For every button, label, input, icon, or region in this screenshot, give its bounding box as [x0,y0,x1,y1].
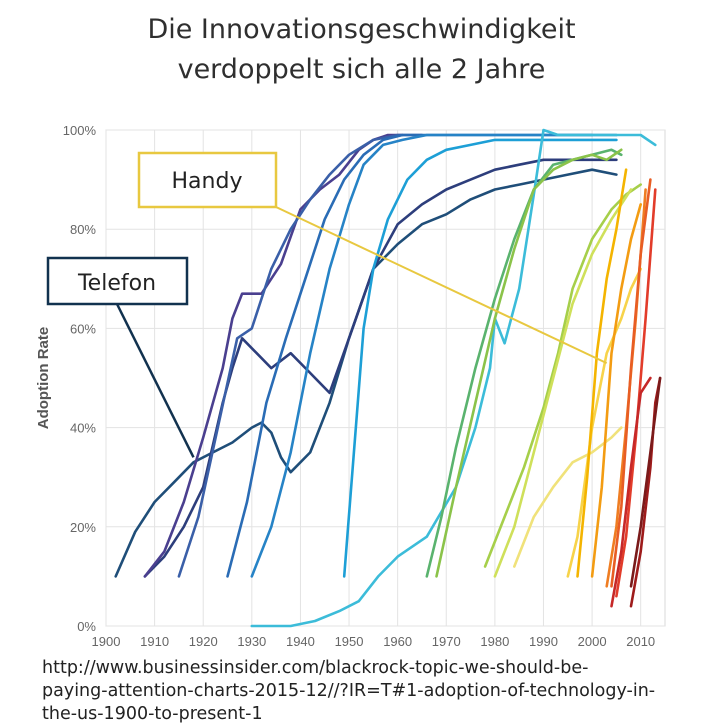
x-tick-label: 2000 [578,634,607,649]
series-line-4 [177,133,424,578]
series-line-22 [629,376,662,588]
handy-pointer-line [275,206,608,365]
series-line-16 [590,203,643,578]
series-line-2 [143,158,618,578]
y-tick-label: 60% [70,321,96,336]
source-url-line-1: http://www.businessinsider.com/blackrock… [42,658,589,678]
y-tick-label: 40% [70,421,96,436]
x-tick-label: 1920 [189,634,218,649]
x-tick-label: 1970 [432,634,461,649]
x-tick-label: 1950 [335,634,364,649]
x-tick-label: 1930 [237,634,266,649]
telefon-pointer-line [115,303,195,458]
series-line-9 [425,148,623,578]
source-url[interactable]: http://www.businessinsider.com/blackrock… [42,657,682,726]
chart-series [114,128,662,628]
chart-title: Die Innovationsgeschwindigkeit verdoppel… [0,10,723,90]
x-tick-label: 2010 [626,634,655,649]
handy-callout-box [137,151,278,209]
title-line-1: Die Innovationsgeschwindigkeit [147,14,576,45]
axis-ticks: 0% 20% 40% 60% 80% 100% 1900 1910 1920 1930 1940 19… [63,123,655,649]
series-line-18 [610,178,652,588]
source-url-line-2: paying-attention-charts-2015-12//?IR=T#1… [42,681,656,701]
x-tick-label: 1940 [286,634,315,649]
y-axis-label: Adoption Rate [35,327,52,430]
title-line-2: verdoppelt sich alle 2 Jahre [177,54,546,85]
series-line-10 [435,148,623,578]
series-line-20 [610,376,652,608]
x-tick-label: 1900 [92,634,121,649]
telefon-callout-label: Telefon [77,271,156,296]
y-tick-label: 20% [70,520,96,535]
series-line-14 [566,267,643,578]
x-tick-label: 1910 [140,634,169,649]
x-tick-label: 1960 [383,634,412,649]
series-line-7 [342,138,618,578]
series-line-8 [250,128,657,628]
telefon-callout-box [46,256,189,306]
series-line-11 [483,183,643,568]
x-tick-label: 1990 [529,634,558,649]
callouts: Handy Telefon [46,151,608,458]
y-tick-label: 0% [77,619,96,634]
y-tick-label: 80% [70,222,96,237]
series-line-13 [512,426,623,568]
series-line-6 [250,133,618,578]
series-line-15 [576,168,628,578]
series-line-12 [493,188,633,578]
source-url-line-3: the-us-1900-to-present-1 [42,704,263,724]
y-tick-label: 100% [63,123,97,138]
adoption-chart: 0% 20% 40% 60% 80% 100% 1900 1910 1920 1930 1940 19… [35,123,666,649]
handy-callout-label: Handy [172,169,243,194]
x-tick-label: 1980 [480,634,509,649]
